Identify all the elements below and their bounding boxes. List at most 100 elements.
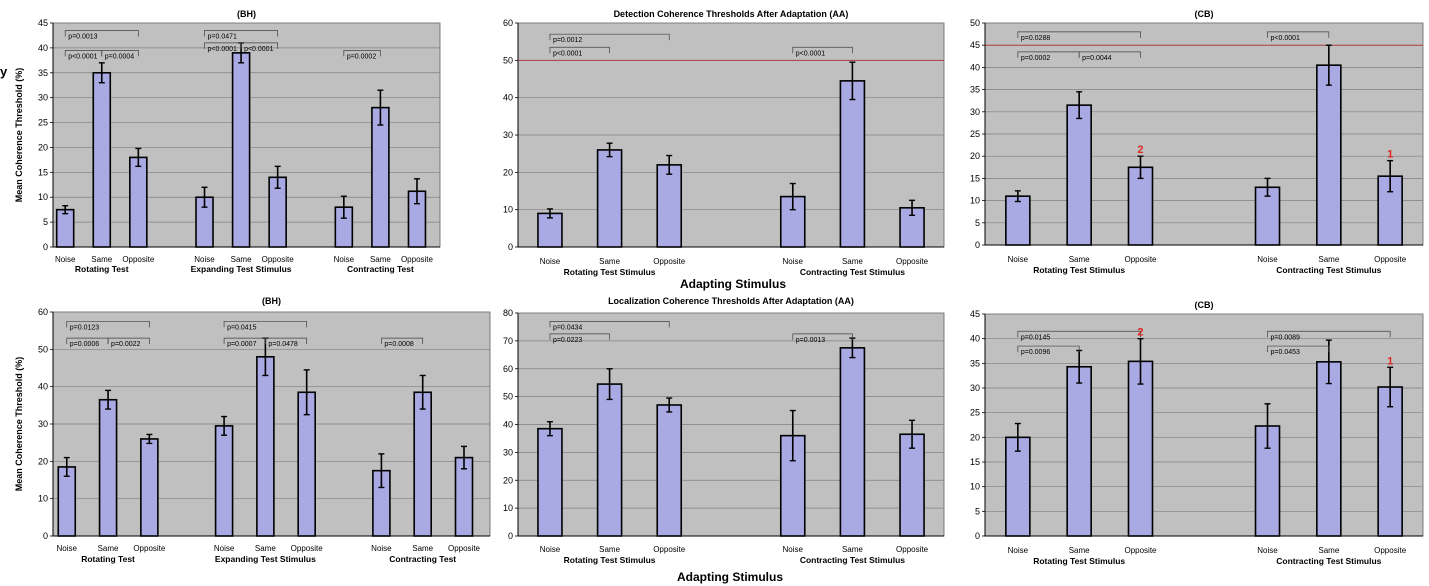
category-label: Same	[842, 545, 863, 554]
category-label: Noise	[194, 255, 215, 264]
chart-title: (BH)	[262, 296, 281, 306]
y-tick-label: 20	[503, 167, 513, 177]
p-value-label: p<0.0001	[796, 50, 825, 57]
p-value-label: p<0.0001	[244, 46, 273, 53]
y-tick-label: 30	[38, 419, 48, 429]
p-value-label: p=0.0471	[208, 33, 237, 40]
y-tick-label: 50	[38, 344, 48, 354]
p-value-label: p=0.0007	[227, 341, 256, 348]
chart-bh-localization: 0 10 20 30 40 50 60 Noise Same Opposite Noise Same O…	[14, 296, 491, 564]
category-label: Opposite	[896, 257, 929, 266]
p-value-label: p=0.0434	[553, 324, 582, 331]
y-tick-label: 15	[38, 167, 48, 177]
bar	[1254, 186, 1281, 246]
group-label: Rotating Test	[81, 554, 135, 564]
category-label: Same	[98, 544, 119, 553]
y-tick-label: 40	[38, 382, 48, 392]
bar	[1005, 436, 1031, 537]
significance-bracket	[223, 320, 308, 328]
bar	[839, 80, 866, 248]
category-label: Opposite	[291, 544, 324, 553]
p-value-label: p=0.0145	[1021, 334, 1050, 341]
y-tick-label: 0	[43, 242, 48, 252]
y-tick-label: 40	[970, 334, 980, 344]
category-label: Opposite	[1374, 546, 1407, 555]
category-label: Noise	[1257, 546, 1278, 555]
y-tick-label: 40	[503, 93, 513, 103]
y-tick-label: 60	[503, 18, 513, 28]
y-tick-label: 0	[508, 242, 513, 252]
figure-marker: 1	[1387, 355, 1393, 367]
category-label: Opposite	[122, 255, 155, 264]
y-tick-label: 70	[503, 336, 513, 346]
p-value-label: p=0.0002	[347, 53, 376, 60]
y-tick-label: 5	[43, 217, 48, 227]
p-value-label: p=0.0123	[70, 324, 99, 331]
bar	[1066, 365, 1092, 537]
chart-cb-localization: 0 5 10 15 20 25 30 35 40 45 Noise Same Opposite Noise…	[970, 300, 1424, 566]
y-tick-label: 30	[38, 93, 48, 103]
bar	[596, 383, 623, 537]
figure-marker: 2	[1137, 327, 1143, 339]
significance-bracket	[549, 33, 670, 41]
p-value-label: p=0.0044	[1082, 55, 1111, 62]
chart-aa-detection: 0 10 20 30 40 50 60 Noise Same Opposite Noise Same O…	[503, 9, 945, 277]
bar	[57, 466, 77, 537]
category-label: Same	[599, 545, 620, 554]
y-tick-label: 30	[970, 107, 980, 117]
significance-bracket	[1267, 31, 1330, 38]
bar	[1066, 104, 1092, 246]
category-label: Same	[1069, 546, 1090, 555]
group-label: Rotating Test Stimulus	[564, 267, 656, 277]
bar	[98, 398, 118, 537]
category-label: Noise	[540, 545, 561, 554]
y-tick-label: 5	[975, 218, 980, 228]
category-label: Noise	[55, 255, 76, 264]
p-value-label: p=0.0089	[1271, 334, 1300, 341]
p-value-label: p=0.0008	[384, 341, 413, 348]
group-label: Contracting Test Stimulus	[800, 267, 905, 277]
y-tick-label: 5	[975, 506, 980, 516]
y-tick-label: 30	[970, 383, 980, 393]
group-label: Rotating Test Stimulus	[564, 555, 656, 565]
bar	[596, 149, 623, 248]
group-label: Expanding Test Stimulus	[191, 264, 292, 274]
significance-bracket	[1267, 345, 1330, 353]
y-tick-label: 10	[503, 503, 513, 513]
y-tick-label: 10	[38, 494, 48, 504]
y-tick-label: 20	[970, 151, 980, 161]
p-value-label: p<0.0001	[68, 53, 97, 60]
category-label: Noise	[214, 544, 235, 553]
y-tick-label: 20	[38, 142, 48, 152]
category-label: Opposite	[653, 545, 686, 554]
bar	[656, 164, 683, 248]
category-label: Noise	[783, 257, 804, 266]
y-tick-label: 45	[38, 18, 48, 28]
bar	[1316, 64, 1342, 246]
bar	[140, 438, 159, 537]
bar	[231, 52, 251, 248]
significance-bracket	[101, 50, 139, 57]
category-label: Opposite	[401, 255, 434, 264]
group-label: Contracting Test Stimulus	[1276, 556, 1381, 566]
chart-cb-detection: 0 5 10 15 20 25 30 35 40 45 50 Noise Same Opposite Noi…	[970, 9, 1424, 275]
chart-title: Localization Coherence Thresholds After …	[608, 296, 854, 306]
category-label: Noise	[334, 255, 355, 264]
significance-bracket	[1267, 330, 1391, 338]
y-tick-label: 0	[508, 531, 513, 541]
y-tick-label: 0	[43, 531, 48, 541]
bar	[129, 156, 148, 248]
y-tick-label: 20	[503, 475, 513, 485]
category-label: Opposite	[1124, 546, 1157, 555]
bar	[413, 391, 433, 537]
group-label: Contracting Test	[389, 554, 456, 564]
category-label: Same	[1318, 546, 1339, 555]
category-label: Opposite	[896, 545, 929, 554]
bar	[1377, 386, 1403, 537]
bar	[1127, 360, 1154, 537]
y-tick-label: 60	[38, 307, 48, 317]
plot-area	[984, 313, 1424, 537]
significance-bracket	[549, 46, 610, 54]
p-value-label: p=0.0453	[1271, 349, 1300, 356]
y-tick-label: 10	[503, 205, 513, 215]
